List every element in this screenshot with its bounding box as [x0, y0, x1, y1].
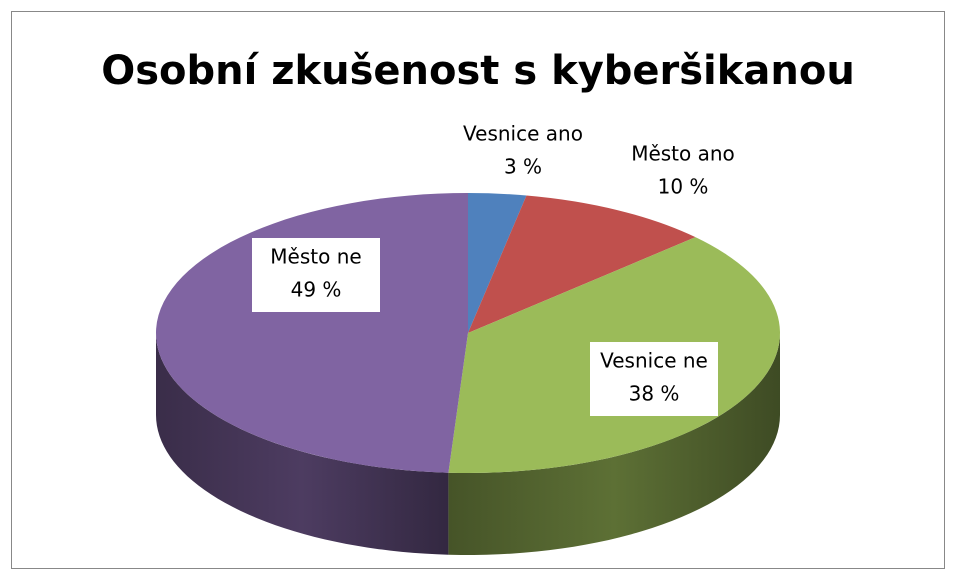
pie-slice	[468, 195, 696, 333]
chart-title: Osobní zkušenost s kyberšikanou	[101, 48, 855, 94]
pie-slice-side	[448, 333, 780, 555]
data-label-category: Vesnice ano	[463, 122, 583, 146]
data-label-category: Město ne	[270, 245, 361, 269]
data-label-value: 38 %	[629, 382, 680, 406]
pie-slice	[155, 193, 468, 473]
data-label-value: 10 %	[658, 175, 709, 199]
data-label-value: 3 %	[504, 155, 542, 179]
pie-slice-side	[156, 333, 449, 555]
data-label-category: Město ano	[631, 142, 735, 166]
data-label-box	[590, 342, 718, 416]
data-label-category: Vesnice ne	[600, 349, 708, 373]
pie-slice	[468, 193, 527, 333]
data-label-value: 49 %	[291, 278, 342, 302]
data-label-box	[252, 238, 380, 312]
